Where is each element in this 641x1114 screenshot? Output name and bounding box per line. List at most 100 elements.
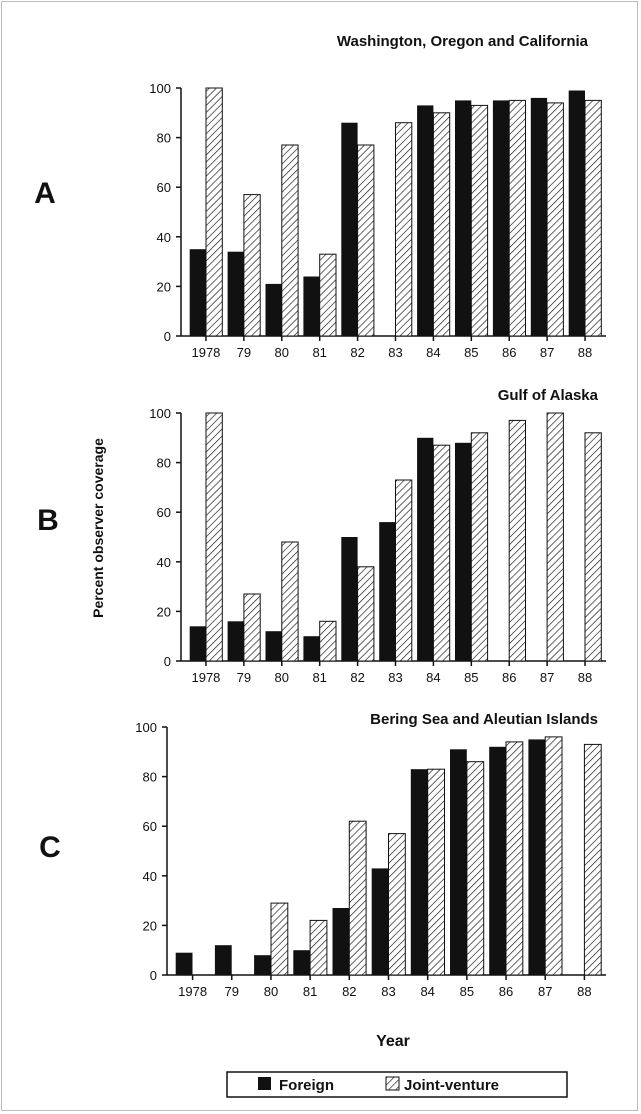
- bar-joint-venture-88: [584, 99, 602, 337]
- x-tick-label: 85: [464, 670, 478, 685]
- x-tick-label: 87: [540, 345, 554, 360]
- x-tick-label: 86: [502, 670, 516, 685]
- bar-foreign-84: [417, 105, 434, 337]
- bar-foreign-81: [303, 276, 320, 336]
- bar-foreign-79: [227, 251, 244, 336]
- x-tick-label: 79: [225, 984, 239, 999]
- bar-foreign-81: [293, 950, 311, 975]
- panel-c: C Bering Sea and Aleutian Islands 0 20 40 60 8…: [39, 711, 606, 999]
- x-axis-label: Year: [376, 1033, 410, 1050]
- x-tick-label: 80: [275, 670, 289, 685]
- bar-foreign-88: [568, 90, 585, 336]
- y-tick-label: 80: [157, 456, 171, 471]
- bar-foreign-87: [530, 97, 548, 337]
- bar-joint-venture-85: [466, 761, 485, 976]
- y-tick-label: 40: [157, 230, 171, 245]
- y-tick-label: 60: [143, 819, 157, 834]
- bar-joint-venture-84: [432, 112, 451, 337]
- bar-foreign-86: [492, 100, 510, 337]
- bar-foreign-82: [341, 122, 358, 336]
- bar-foreign-86: [489, 746, 506, 975]
- bar-joint-venture-79: [243, 593, 261, 662]
- bar-foreign-82: [332, 908, 350, 975]
- bar-joint-venture-87: [546, 412, 564, 662]
- bar-joint-venture-80: [281, 144, 299, 337]
- bar-foreign-85: [450, 749, 467, 975]
- legend-box: [226, 1071, 568, 1098]
- y-tick-label: 100: [149, 406, 171, 421]
- bar-foreign-84: [410, 769, 428, 975]
- legend-swatch-joint-venture: [385, 1076, 400, 1091]
- y-tick-label: 60: [157, 180, 171, 195]
- x-tick-label: 82: [350, 670, 364, 685]
- x-tick-label: 83: [388, 670, 402, 685]
- bar-joint-venture-80: [270, 902, 289, 976]
- bar-joint-venture-85: [470, 432, 489, 662]
- bar-joint-venture-87: [544, 736, 563, 976]
- x-tick-label: 82: [342, 984, 356, 999]
- x-tick-label: 84: [426, 670, 440, 685]
- panel-title: Bering Sea and Aleutian Islands: [370, 711, 598, 728]
- x-tick-label: 82: [350, 345, 364, 360]
- bar-joint-venture-1978: [205, 87, 223, 337]
- x-tick-label: 84: [420, 984, 434, 999]
- y-tick-label: 20: [157, 279, 171, 294]
- bar-foreign-82: [341, 537, 358, 661]
- bar-joint-venture-84: [427, 768, 446, 976]
- x-tick-label: 88: [578, 345, 592, 360]
- bar-joint-venture-88: [584, 432, 602, 662]
- bar-foreign-1978: [189, 249, 206, 336]
- x-tick-label: 86: [502, 345, 516, 360]
- legend-label-joint-venture: Joint-venture: [404, 1077, 499, 1094]
- bar-foreign-87: [528, 739, 546, 975]
- bar-foreign-1978: [175, 952, 193, 975]
- x-tick-label: 1978: [178, 984, 207, 999]
- bar-joint-venture-80: [281, 541, 299, 662]
- bar-joint-venture-83: [395, 122, 413, 337]
- y-tick-label: 20: [157, 604, 171, 619]
- y-tick-label: 100: [135, 720, 157, 735]
- x-tick-label: 79: [237, 345, 251, 360]
- panel-title: Gulf of Alaska: [498, 387, 599, 404]
- bar-foreign-80: [254, 955, 271, 975]
- panel-letter: C: [39, 831, 61, 864]
- x-tick-label: 81: [303, 984, 317, 999]
- x-tick-label: 1978: [191, 670, 220, 685]
- x-tick-label: 83: [388, 345, 402, 360]
- y-tick-label: 0: [150, 968, 157, 983]
- bar-joint-venture-87: [546, 102, 564, 337]
- bar-joint-venture-83: [388, 833, 406, 976]
- y-tick-label: 40: [157, 555, 171, 570]
- bar-foreign-85: [455, 442, 472, 661]
- bar-joint-venture-82: [357, 144, 375, 337]
- x-tick-label: 81: [312, 345, 326, 360]
- panel-title: Washington, Oregon and California: [337, 33, 589, 50]
- legend-label-foreign: Foreign: [279, 1077, 334, 1094]
- bar-foreign-85: [455, 100, 472, 337]
- bar-joint-venture-81: [319, 253, 337, 337]
- bar-foreign-79: [227, 621, 244, 661]
- bar-foreign-80: [265, 631, 282, 661]
- x-tick-label: 79: [237, 670, 251, 685]
- y-tick-label: 0: [164, 329, 171, 344]
- bar-joint-venture-81: [309, 919, 328, 976]
- bar-joint-venture-84: [432, 444, 451, 662]
- legend: Foreign Joint-venture: [226, 1071, 568, 1098]
- bar-foreign-79: [214, 945, 232, 975]
- x-tick-label: 85: [460, 984, 474, 999]
- bar-joint-venture-86: [505, 741, 524, 976]
- x-tick-label: 87: [538, 984, 552, 999]
- bar-foreign-83: [379, 522, 396, 661]
- y-tick-label: 80: [143, 770, 157, 785]
- panel-letter: B: [37, 504, 59, 537]
- bar-joint-venture-85: [470, 104, 489, 337]
- bar-joint-venture-88: [583, 743, 602, 976]
- bar-foreign-84: [417, 437, 434, 661]
- x-tick-label: 85: [464, 345, 478, 360]
- x-tick-label: 84: [426, 345, 440, 360]
- bar-joint-venture-86: [508, 419, 527, 662]
- y-tick-label: 60: [157, 505, 171, 520]
- x-tick-label: 86: [499, 984, 513, 999]
